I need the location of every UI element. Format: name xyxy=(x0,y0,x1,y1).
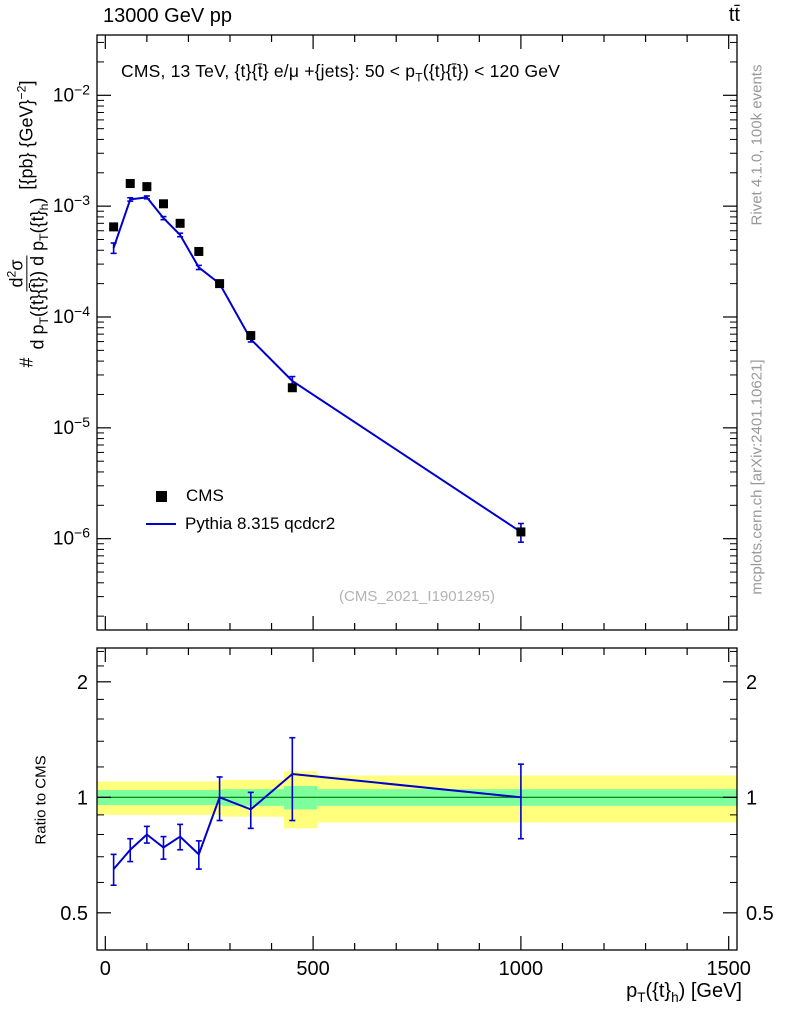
svg-text:1: 1 xyxy=(77,787,88,809)
analysis-reference: (CMS_2021_I1901295) xyxy=(339,588,495,605)
mcplots-watermark: mcplots.cern.ch [arXiv:2401.10621] xyxy=(748,359,766,595)
legend-item-pythia: Pythia 8.315 qcdcr2 xyxy=(146,514,335,534)
cut-annotation: CMS, 13 TeV, {t}{t̄} e/μ +{jets}: 50 < p… xyxy=(121,61,561,85)
ratio-y-axis-label: Ratio to CMS xyxy=(32,755,50,845)
svg-text:10−4: 10−4 xyxy=(53,303,90,328)
svg-text:500: 500 xyxy=(296,958,329,980)
svg-text:10−6: 10−6 xyxy=(53,525,90,550)
ylabel-denominator: d pT({t}{t̄}) d pT({t}h) xyxy=(27,197,52,350)
rivet-watermark: Rivet 4.1.0, 100k events xyxy=(748,64,766,226)
beam-energy-label: 13000 GeV pp xyxy=(103,5,232,27)
svg-text:10−2: 10−2 xyxy=(53,81,90,106)
legend-label-cms: CMS xyxy=(186,486,224,505)
ylabel-numerator: d2σ xyxy=(4,255,28,292)
legend-item-cms: CMS xyxy=(146,486,335,506)
svg-text:1500: 1500 xyxy=(706,958,751,980)
svg-text:10−5: 10−5 xyxy=(53,414,90,439)
ylabel-fraction: d2σ d pT({t}{t̄}) d pT({t}h) xyxy=(4,196,52,352)
legend-label-pythia: Pythia 8.315 qcdcr2 xyxy=(185,514,336,533)
process-label: tt̄ xyxy=(728,4,740,26)
svg-text:1000: 1000 xyxy=(499,958,544,980)
ylabel-prefix: # xyxy=(16,357,37,368)
svg-text:2: 2 xyxy=(746,672,757,694)
svg-text:1: 1 xyxy=(746,787,757,809)
cms-square-marker xyxy=(156,490,167,502)
svg-text:10−3: 10−3 xyxy=(53,192,90,217)
legend: CMS Pythia 8.315 qcdcr2 xyxy=(146,486,335,534)
x-axis-label: pT({t}h) [GeV] xyxy=(626,980,742,1005)
svg-text:2: 2 xyxy=(77,672,88,694)
svg-text:0.5: 0.5 xyxy=(746,903,774,925)
main-y-axis-label: # d2σ d pT({t}{t̄}) d pT({t}h) [{pb} {Ge… xyxy=(4,80,52,368)
pythia-line-marker xyxy=(146,522,176,526)
ylabel-units: [{pb} {GeV}−2] xyxy=(14,80,37,190)
svg-text:0: 0 xyxy=(100,958,111,980)
svg-text:0.5: 0.5 xyxy=(60,903,88,925)
